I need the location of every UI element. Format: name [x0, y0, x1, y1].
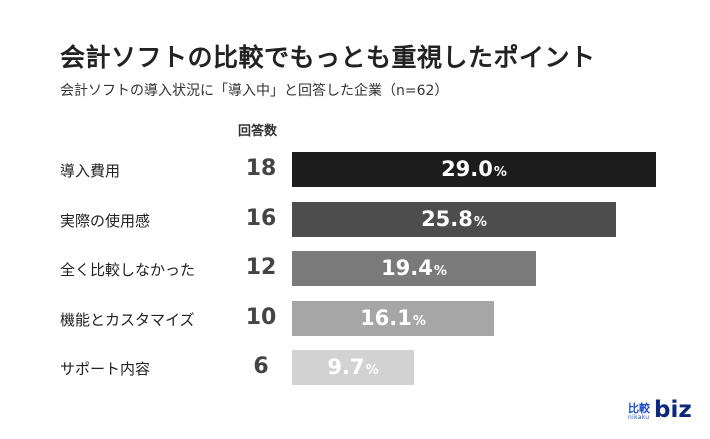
bar	[292, 201, 616, 237]
response-count: 6	[253, 354, 269, 379]
chart-subtitle: 会計ソフトの導入状況に「導入中」と回答した企業（n=62）	[60, 83, 449, 99]
category-label: 導入費用	[60, 162, 121, 180]
response-count: 12	[245, 255, 277, 280]
bar-value-number: 9.7	[327, 355, 365, 379]
bar	[292, 300, 494, 336]
response-count: 10	[245, 304, 277, 330]
bar-value-unit: %	[365, 363, 379, 378]
category-label: 全く比較しなかった	[60, 261, 196, 279]
response-count: 16	[245, 205, 277, 231]
bar-value-label: 29.0%	[292, 152, 656, 187]
bar	[292, 350, 414, 385]
count-column-header: 回答数	[238, 124, 278, 139]
bar-value-number: 16.1	[360, 305, 412, 330]
bar-value-label: 9.7%	[292, 350, 414, 385]
bar-value-label: 19.4%	[292, 251, 536, 286]
bar-value-unit: %	[493, 165, 507, 180]
bar-value-number: 29.0	[441, 157, 493, 181]
response-count: 18	[245, 156, 277, 181]
logo-biz-text: biz	[654, 397, 692, 423]
category-label: 機能とカスタマイズ	[60, 310, 195, 329]
category-label: 実際の使用感	[60, 211, 151, 230]
nikaku-biz-logo: 比較 nikaku biz	[628, 397, 692, 426]
bar-value-number: 19.4	[381, 256, 433, 280]
chart-title: 会計ソフトの比較でもっとも重視したポイント	[60, 43, 596, 72]
bar-value-unit: %	[433, 264, 447, 279]
bar-value-number: 25.8	[421, 206, 473, 231]
category-label: サポート内容	[60, 360, 151, 378]
bar	[292, 152, 656, 187]
logo-kanji: 比較	[628, 402, 650, 415]
logo-romaji: nikaku	[628, 414, 650, 421]
bar	[292, 251, 536, 286]
bar-value-unit: %	[473, 214, 487, 230]
bar-value-label: 25.8%	[292, 202, 616, 237]
bar-value-label: 16.1%	[292, 301, 494, 336]
bar-value-unit: %	[412, 313, 426, 329]
